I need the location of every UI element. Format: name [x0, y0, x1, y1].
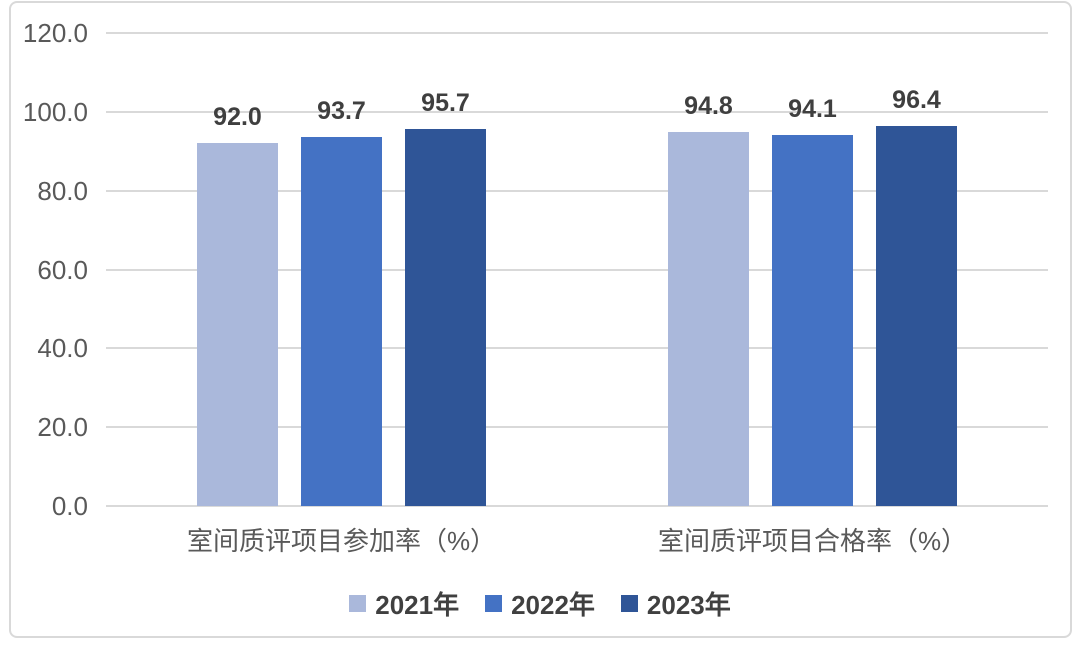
- bar-value-label: 94.8: [684, 92, 733, 121]
- legend-item: 2022年: [485, 585, 595, 622]
- legend-label: 2023年: [646, 589, 731, 620]
- y-axis-tick-label: 100.0: [22, 96, 88, 127]
- bar-value-label: 94.1: [788, 95, 837, 124]
- legend-swatch-icon: [485, 594, 503, 612]
- x-category-label: 室间质评项目合格率（%）: [657, 526, 968, 556]
- bar-value-label: 96.4: [892, 86, 941, 115]
- bar-value-label: 92.0: [213, 103, 262, 132]
- legend-swatch-icon: [620, 594, 638, 612]
- y-axis-tick-label: 40.0: [37, 333, 88, 364]
- y-axis-tick-label: 60.0: [37, 254, 88, 285]
- legend: 2021年 2022年 2023年: [0, 585, 1080, 621]
- bar: [197, 143, 278, 506]
- bar-value-label: 95.7: [421, 88, 470, 117]
- legend-item: 2023年: [620, 585, 731, 622]
- bar: [405, 128, 486, 506]
- bar: [301, 136, 382, 506]
- bar: [772, 135, 853, 506]
- legend-label: 2021年: [375, 589, 460, 620]
- gridline: [106, 426, 1048, 429]
- bar-value-label: 93.7: [317, 96, 366, 125]
- y-axis-tick-label: 120.0: [22, 18, 88, 48]
- legend-item: 2021年: [349, 585, 459, 622]
- legend-swatch-icon: [349, 594, 367, 612]
- bar: [668, 132, 749, 506]
- gridline: [106, 505, 1048, 507]
- legend-label: 2022年: [511, 589, 595, 620]
- x-category-label: 室间质评项目参加率（%）: [186, 526, 497, 556]
- gridline: [106, 189, 1048, 192]
- bar: [876, 126, 957, 506]
- y-axis-tick-label: 0.0: [51, 491, 88, 521]
- y-axis-tick-label: 80.0: [37, 175, 88, 206]
- gridline: [106, 32, 1048, 34]
- gridline: [106, 268, 1048, 271]
- y-axis-tick-label: 20.0: [37, 412, 88, 443]
- plot-area: 92.0 93.7 95.7 94.8 94.1 96.4: [106, 32, 1048, 507]
- gridline: [106, 110, 1048, 113]
- gridline: [106, 347, 1048, 350]
